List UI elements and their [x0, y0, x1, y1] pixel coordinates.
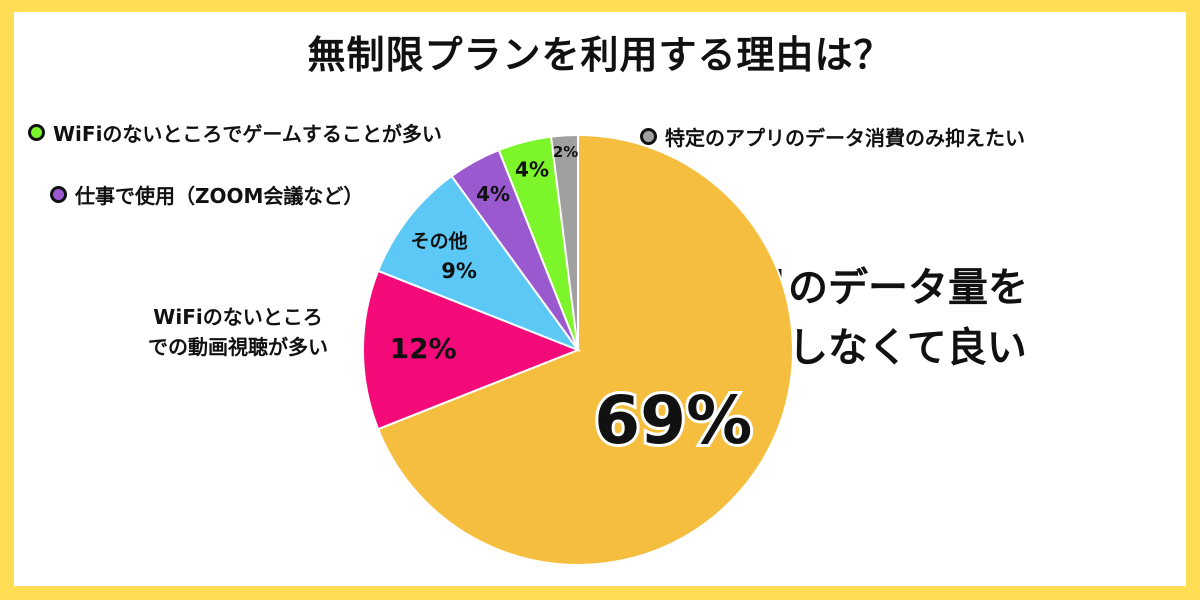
legend-label-app: 特定のアプリのデータ消費のみ抑えたい [665, 126, 1025, 150]
pie-slice-video [362, 269, 581, 431]
legend-dot-game-icon [28, 124, 45, 141]
slice-value-label-other: 9% [441, 259, 477, 283]
pie-slice-app [549, 133, 579, 351]
pie-slice-main [376, 133, 794, 566]
legend-label-work: 仕事で使用（ZOOM会議など） [75, 184, 364, 208]
label-video-line2: での動画視聴が多い [148, 335, 328, 359]
slice-value-label-game: 4% [515, 157, 549, 181]
slice-value-label-main: 69% [594, 382, 752, 459]
legend-label-game: WiFiのないところでゲームすることが多い [53, 122, 442, 146]
legend-dot-work-icon [50, 186, 67, 203]
pie-slice-other [376, 174, 581, 353]
slice-value-label-video: 12% [390, 332, 457, 365]
chart-title: 無制限プランを利用する理由は？ [307, 33, 893, 77]
legend-item-game: WiFiのないところでゲームすることが多い [28, 118, 442, 147]
legend-item-app: 特定のアプリのデータ消費のみ抑えたい [640, 122, 1025, 151]
label-video-line1: WiFiのないところ [153, 305, 323, 329]
label-video: WiFiのないところ での動画視聴が多い [128, 302, 348, 362]
slice-value-label-work: 4% [476, 182, 510, 206]
slice-value-label-app: 2% [553, 143, 578, 161]
slice-name-label-other: その他 [411, 229, 468, 252]
legend-dot-app-icon [640, 128, 657, 145]
legend-item-work: 仕事で使用（ZOOM会議など） [50, 180, 363, 209]
